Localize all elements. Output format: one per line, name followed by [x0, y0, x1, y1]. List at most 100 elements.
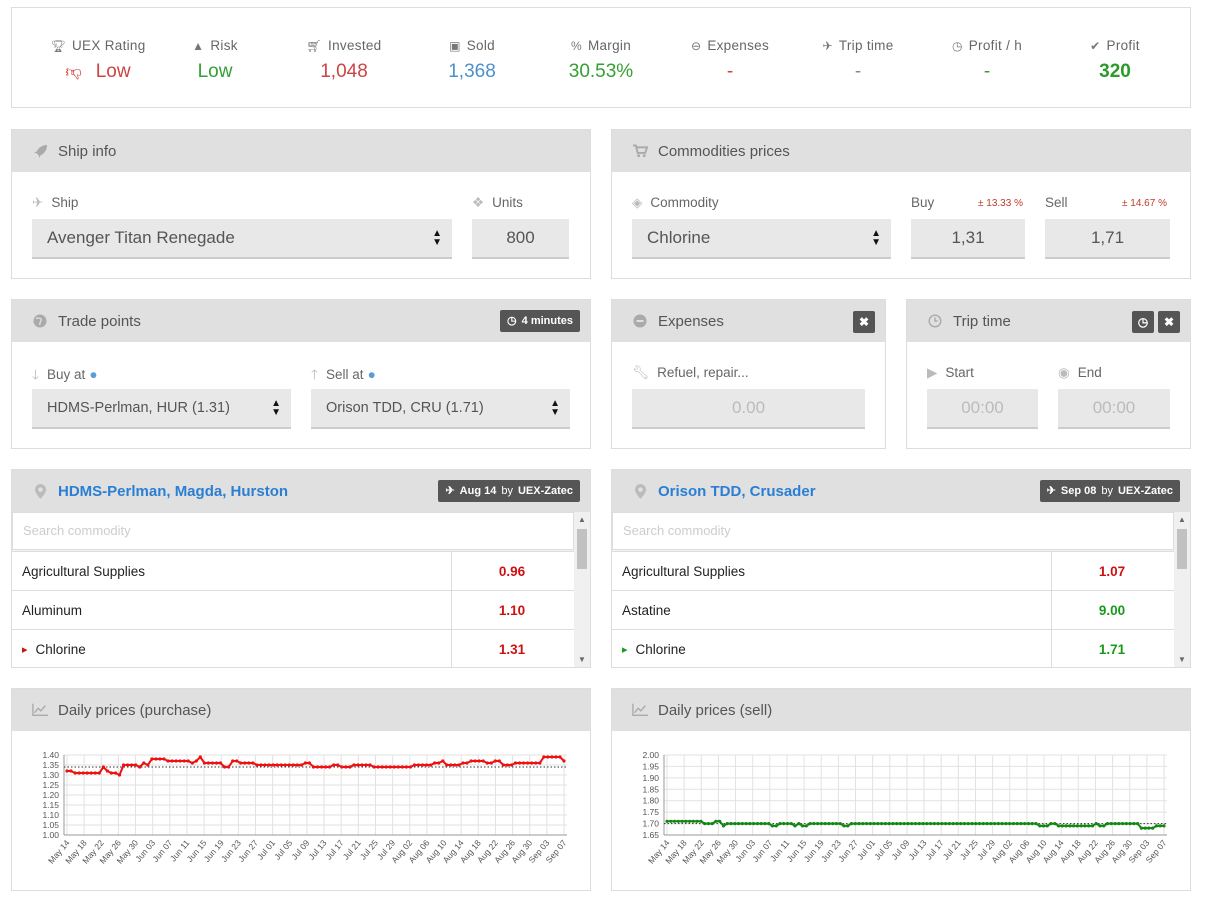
table-row[interactable]: ▸ Chlorine 1.71 [612, 629, 1174, 667]
data-point [550, 755, 554, 759]
timer-button[interactable]: ◷ [1132, 311, 1154, 333]
commodity-name-cell: Agricultural Supplies [12, 552, 452, 590]
money-icon: ▣ [449, 39, 461, 53]
data-point [231, 759, 235, 763]
buy-price-input[interactable]: 1,31 [911, 219, 1025, 259]
data-point [857, 822, 861, 826]
data-point [497, 759, 501, 763]
expenses-input[interactable]: 0.00 [632, 389, 865, 429]
data-point [1000, 822, 1004, 826]
units-input-value: 800 [506, 228, 535, 247]
data-point [122, 763, 126, 767]
data-point [546, 755, 550, 759]
data-point [887, 822, 891, 826]
scrollbar[interactable]: ▲ ▼ [574, 512, 590, 667]
data-point [1087, 824, 1091, 828]
stat-label: ◷ Profit / h [922, 38, 1052, 53]
ship-label-text: Ship [51, 195, 79, 210]
data-point [812, 822, 816, 826]
data-point [368, 763, 372, 767]
scrollbar-thumb[interactable] [1177, 529, 1187, 569]
stat-label-text: Profit [1106, 38, 1140, 53]
data-point [408, 765, 413, 769]
y-tick-label: 1.15 [42, 800, 59, 810]
data-point [130, 763, 134, 767]
clear-trip-button[interactable]: ✖ [1158, 311, 1180, 333]
end-time-placeholder: 00:00 [1092, 398, 1136, 417]
data-point [400, 765, 404, 769]
table-row[interactable]: Aluminum 1.10 [12, 590, 574, 629]
data-point [1038, 824, 1042, 828]
data-point [267, 763, 271, 767]
table-row[interactable]: Agricultural Supplies 1.07 [612, 551, 1174, 590]
commodity-name: Aluminum [22, 602, 83, 618]
search-input[interactable]: Search commodity [12, 512, 574, 550]
data-point [1143, 826, 1147, 830]
sell-location-title[interactable]: Orison TDD, Crusader [658, 482, 816, 500]
data-point [101, 765, 105, 769]
ship-select-value: Avenger Titan Renegade [47, 228, 235, 247]
data-point [688, 819, 692, 823]
data-point [1026, 822, 1031, 826]
data-point [861, 822, 865, 826]
stat-label: % Margin [536, 38, 666, 53]
sell-at-select[interactable]: Orison TDD, CRU (1.71) ▲ ▼ [311, 389, 570, 429]
help-icon[interactable]: ● [89, 367, 98, 382]
stat-label: ▣ Sold [407, 38, 537, 53]
rocket-icon [32, 144, 48, 159]
data-point [951, 822, 955, 826]
sell-price-input[interactable]: 1,71 [1045, 219, 1170, 259]
table-row[interactable]: Agricultural Supplies 0.96 [12, 551, 574, 590]
data-point [925, 822, 929, 826]
data-point [1151, 826, 1155, 830]
commodity-select[interactable]: Chlorine ▲ ▼ [632, 219, 891, 259]
data-point [214, 761, 219, 765]
buy-location-update-badge: ✈ Aug 14 by UEX-Zatec [438, 480, 580, 502]
ship-select[interactable]: Avenger Titan Renegade ▲ ▼ [32, 219, 452, 259]
trip-duration-text: 4 minutes [521, 315, 573, 327]
stat-invested: 🛒︎ Invested 1,048 [279, 38, 409, 83]
commodity-name: Chlorine [635, 641, 686, 657]
cube-icon: ◈ [632, 195, 643, 210]
start-label-text: Start [945, 365, 974, 380]
ship-info-title: Ship info [58, 142, 117, 160]
data-point [1128, 822, 1132, 826]
search-input[interactable]: Search commodity [612, 512, 1174, 550]
data-point [344, 765, 348, 769]
buy-location-title[interactable]: HDMS-Perlman, Magda, Hurston [58, 482, 289, 500]
data-point [1158, 824, 1162, 828]
data-point [429, 763, 433, 767]
scrollbar[interactable]: ▲ ▼ [1174, 512, 1190, 667]
data-point [138, 765, 142, 769]
commodity-name-cell: Aluminum [12, 591, 452, 629]
data-point [425, 763, 429, 767]
data-point [336, 763, 340, 767]
table-row[interactable]: Astatine 9.00 [612, 590, 1174, 629]
data-point [449, 763, 453, 767]
globe-icon [32, 314, 48, 328]
units-input[interactable]: 800 [472, 219, 569, 259]
data-point [477, 759, 481, 763]
clear-expenses-button[interactable]: ✖ [853, 311, 875, 333]
buy-at-select[interactable]: HDMS-Perlman, HUR (1.31) ▲ ▼ [32, 389, 291, 429]
help-icon[interactable]: ● [367, 367, 376, 382]
data-point [729, 822, 733, 826]
plane-icon: ✈ [822, 39, 833, 53]
trophy-icon: 🏆︎ [50, 39, 66, 53]
data-point [146, 763, 150, 767]
data-point [733, 822, 737, 826]
end-time-input[interactable]: 00:00 [1058, 389, 1170, 429]
stat-value: - [665, 61, 795, 83]
data-point [774, 824, 778, 828]
data-point [218, 761, 223, 765]
table-row[interactable]: ▸ Chlorine 1.31 [12, 629, 574, 667]
start-time-input[interactable]: 00:00 [927, 389, 1038, 429]
data-point [740, 822, 744, 826]
commodity-name: Agricultural Supplies [22, 563, 146, 579]
stat-value: 30.53% [536, 61, 666, 83]
y-tick-label: 1.75 [642, 807, 659, 817]
start-time-placeholder: 00:00 [961, 398, 1004, 417]
data-point [380, 765, 384, 769]
sell-chart-panel: Daily prices (sell) 2.00 1.95 1.90 1.85 1.80… [611, 688, 1191, 891]
scrollbar-thumb[interactable] [577, 529, 587, 569]
